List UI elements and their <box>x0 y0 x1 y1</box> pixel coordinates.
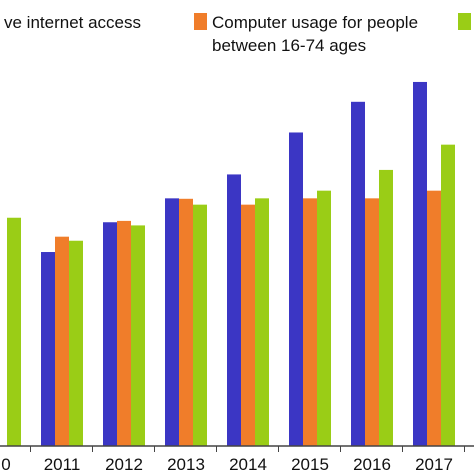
bar-3-2013 <box>193 204 207 446</box>
bar-2-2017 <box>427 190 441 446</box>
bar-2-2014 <box>241 204 255 446</box>
bar-3-2011 <box>69 240 83 446</box>
bars <box>7 81 455 447</box>
bar-1-2016 <box>351 101 365 447</box>
bar-3-2010 <box>7 217 21 446</box>
bar-3-2015 <box>317 190 331 446</box>
legend-swatch-2 <box>194 13 207 30</box>
x-tick-label-2017: 2017 <box>415 455 453 474</box>
bar-2-2015 <box>303 198 317 446</box>
bar-2-2016 <box>365 198 379 446</box>
bar-1-2014 <box>227 174 241 447</box>
bar-1-2015 <box>289 132 303 446</box>
bar-2-2012 <box>117 220 131 446</box>
bar-2-2011 <box>55 236 69 446</box>
legend: ve internet access Computer usage for peo… <box>4 13 471 55</box>
bar-1-2017 <box>413 81 427 446</box>
bar-3-2014 <box>255 198 269 446</box>
legend-label-2: Computer usage for people <box>212 13 418 32</box>
bar-1-2011 <box>41 252 55 446</box>
x-axis-ticks: 0 2011 2012 2013 2014 2015 2016 2017 <box>1 446 465 474</box>
x-tick-label-2016: 2016 <box>353 455 391 474</box>
x-tick-label-0: 0 <box>1 455 10 474</box>
x-tick-label-2013: 2013 <box>167 455 205 474</box>
legend-swatch-3 <box>458 13 471 30</box>
bar-1-2013 <box>165 198 179 446</box>
x-tick-label-2015: 2015 <box>291 455 329 474</box>
x-tick-label-2012: 2012 <box>105 455 143 474</box>
bar-1-2012 <box>103 222 117 446</box>
bar-2-2013 <box>179 198 193 446</box>
bar-3-2016 <box>379 169 393 447</box>
bar-3-2012 <box>131 225 145 446</box>
legend-label-1: ve internet access <box>4 13 141 32</box>
legend-label-2: between 16-74 ages <box>212 36 366 55</box>
x-tick-label-2014: 2014 <box>229 455 267 474</box>
bar-3-2017 <box>441 144 455 446</box>
x-tick-label-2011: 2011 <box>44 455 81 474</box>
